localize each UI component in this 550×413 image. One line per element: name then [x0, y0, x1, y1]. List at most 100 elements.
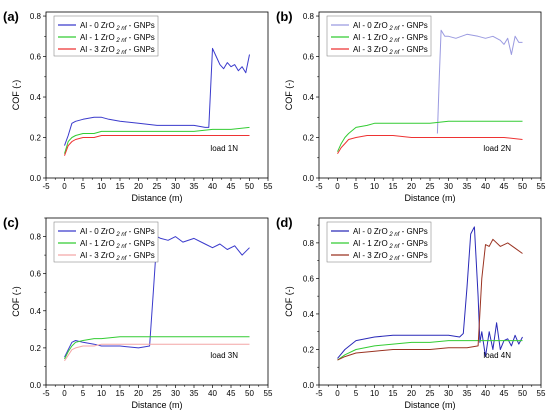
chart-panel-1: -5 0 5 10 15 20 25 30 35 40 45 50 55 0.0 0.2 0.4 0.6 0.8 D… [3, 9, 273, 203]
x-tick-label: 0 [335, 182, 340, 191]
legend-entry: Al - 1 ZrO 2 nf - GNPs [353, 239, 428, 250]
panel-label: (b) [276, 9, 293, 24]
series-line-2 [64, 336, 250, 360]
x-tick-label: 15 [116, 182, 125, 191]
y-tick-label: 0.6 [303, 274, 315, 283]
x-tick-label: 50 [245, 182, 254, 191]
x-tick-label: 40 [208, 182, 217, 191]
x-tick-label: 10 [370, 182, 379, 191]
x-tick-label: 35 [190, 389, 199, 398]
series-line-1 [64, 236, 250, 358]
x-tick-label: 10 [97, 389, 106, 398]
y-tick-label: 0.8 [30, 12, 42, 21]
y-tick-label: 0.2 [303, 134, 315, 143]
legend-entry: Al - 0 ZrO 2 nf - GNPs [80, 227, 155, 238]
x-tick-label: -5 [315, 389, 323, 398]
y-axis-label: COF (-) [11, 80, 21, 111]
x-tick-label: 10 [97, 182, 106, 191]
x-tick-label: 20 [134, 182, 143, 191]
x-tick-label: 0 [62, 389, 67, 398]
y-tick-label: 0.6 [30, 270, 42, 279]
series-line-1 [436, 29, 523, 134]
x-tick-label: 50 [518, 182, 527, 191]
load-annotation: load 4N [483, 351, 511, 360]
series-line-3 [64, 343, 250, 362]
x-tick-label: 50 [518, 389, 527, 398]
series-line-1 [337, 226, 523, 359]
x-tick-label: 55 [264, 182, 273, 191]
series-line-1 [64, 47, 250, 146]
y-tick-label: 0.2 [303, 345, 315, 354]
x-tick-label: 45 [500, 389, 509, 398]
series-line-3 [337, 135, 523, 154]
y-tick-label: 0.6 [30, 53, 42, 62]
legend-entry: Al - 3 ZrO 2 nf - GNPs [80, 251, 155, 262]
series-line-2 [337, 120, 523, 152]
legend-entry: Al - 1 ZrO 2 nf - GNPs [80, 33, 155, 44]
y-axis-label: COF (-) [284, 80, 294, 111]
x-tick-label: 0 [335, 389, 340, 398]
legend-entry: Al - 1 ZrO 2 nf - GNPs [80, 239, 155, 250]
x-tick-label: 15 [389, 182, 398, 191]
y-tick-label: 0.6 [303, 53, 315, 62]
x-tick-label: 30 [444, 389, 453, 398]
legend-entry: Al - 3 ZrO 2 nf - GNPs [353, 251, 428, 262]
x-tick-label: 30 [171, 389, 180, 398]
x-tick-label: 50 [245, 389, 254, 398]
x-tick-label: 20 [134, 389, 143, 398]
x-tick-label: 25 [426, 182, 435, 191]
y-tick-label: 0.0 [30, 174, 42, 183]
x-tick-label: 35 [463, 182, 472, 191]
panel-label: (a) [3, 9, 19, 24]
y-tick-label: 0.4 [30, 307, 42, 316]
x-tick-label: 40 [208, 389, 217, 398]
x-tick-label: 45 [500, 182, 509, 191]
x-tick-label: 40 [481, 389, 490, 398]
x-tick-label: 25 [153, 182, 162, 191]
x-tick-label: 55 [537, 182, 546, 191]
x-tick-label: 25 [153, 389, 162, 398]
series-line-2 [64, 126, 250, 154]
legend-entry: Al - 0 ZrO 2 nf - GNPs [80, 21, 155, 32]
x-axis-label: Distance (m) [404, 400, 455, 410]
x-tick-label: 0 [62, 182, 67, 191]
panel-label: (d) [276, 215, 293, 230]
y-tick-label: 0.8 [303, 12, 315, 21]
x-axis-label: Distance (m) [131, 193, 182, 203]
x-tick-label: 30 [171, 182, 180, 191]
legend-entry: Al - 0 ZrO 2 nf - GNPs [353, 21, 428, 32]
y-tick-label: 0.0 [303, 174, 315, 183]
legend-entry: Al - 1 ZrO 2 nf - GNPs [353, 33, 428, 44]
x-tick-label: 55 [537, 389, 546, 398]
y-tick-label: 0.0 [303, 381, 315, 390]
x-tick-label: 45 [227, 182, 236, 191]
x-tick-label: 55 [264, 389, 273, 398]
legend-entry: Al - 3 ZrO 2 nf - GNPs [80, 45, 155, 56]
y-axis-label: COF (-) [284, 286, 294, 317]
series-line-2 [337, 340, 523, 361]
x-tick-label: 10 [370, 389, 379, 398]
x-tick-label: 5 [81, 182, 86, 191]
chart-panel-2: -5 0 5 10 15 20 25 30 35 40 45 50 55 0.0 0.2 0.4 0.6 0.8 D… [276, 9, 546, 203]
x-tick-label: 20 [407, 389, 416, 398]
x-tick-label: 20 [407, 182, 416, 191]
y-tick-label: 0.4 [30, 93, 42, 102]
chart-panel-3: -5 0 5 10 15 20 25 30 35 40 45 50 55 0.0 0.2 0.4 0.6 0.8 D… [3, 215, 273, 410]
series-line-3 [64, 135, 250, 156]
x-tick-label: 15 [116, 389, 125, 398]
panel-label: (c) [3, 215, 19, 230]
load-annotation: load 3N [210, 351, 238, 360]
y-tick-label: 0.2 [30, 134, 42, 143]
x-tick-label: -5 [42, 182, 50, 191]
series-line-3 [337, 238, 523, 361]
load-annotation: load 1N [210, 144, 238, 153]
x-tick-label: -5 [315, 182, 323, 191]
x-tick-label: 45 [227, 389, 236, 398]
y-tick-label: 0.0 [30, 381, 42, 390]
x-tick-label: 5 [81, 389, 86, 398]
